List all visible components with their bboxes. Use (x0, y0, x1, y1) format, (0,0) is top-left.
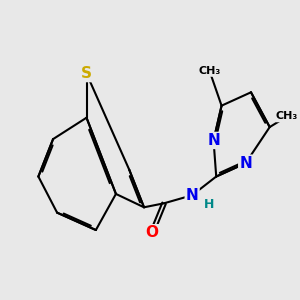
Text: O: O (146, 225, 158, 240)
Text: H: H (204, 198, 215, 211)
Text: CH₃: CH₃ (198, 66, 221, 76)
Text: CH₃: CH₃ (276, 111, 298, 122)
Text: N: N (207, 133, 220, 148)
Text: S: S (81, 66, 92, 81)
Text: N: N (239, 156, 252, 171)
Text: N: N (186, 188, 199, 203)
